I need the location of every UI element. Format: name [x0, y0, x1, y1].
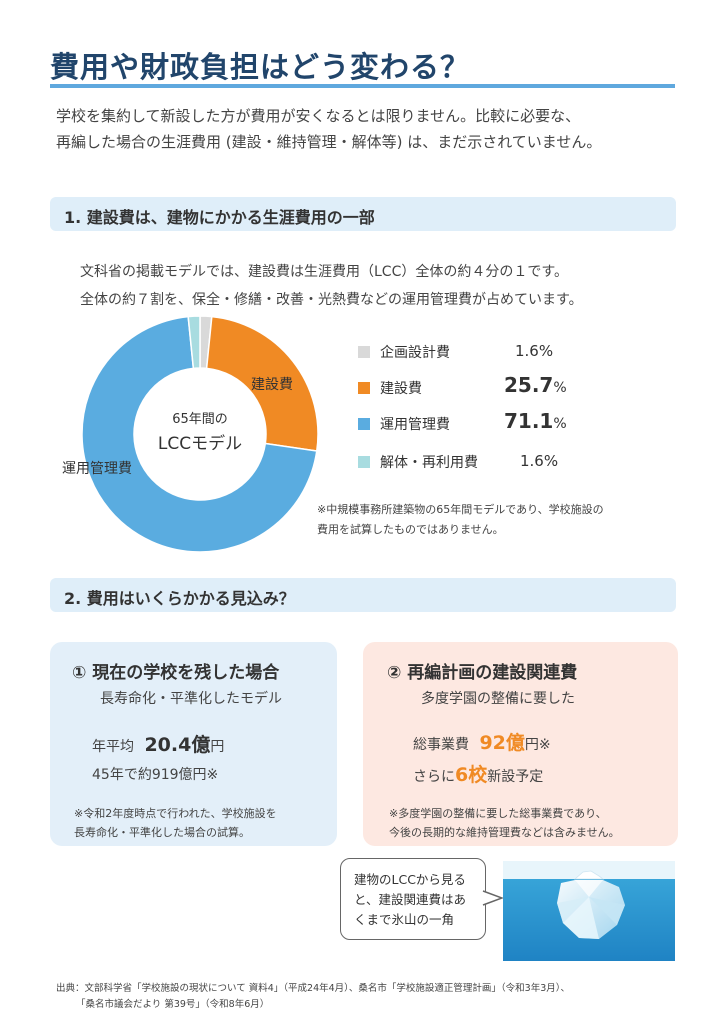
source-line-2: 「桑名市議会だより 第39号」（令和8年6月）: [76, 999, 270, 1010]
legend-item-demolition: 解体・再利用費 1.6%: [358, 450, 618, 474]
card-2-title: ② 再編計画の建設関連費: [387, 663, 578, 683]
bubble-line-1: 建物のLCCから見る: [354, 872, 466, 887]
legend-value-planning: 1.6%: [515, 342, 554, 360]
section-1-heading: 1. 建設費は、建物にかかる生涯費用の一部: [64, 208, 375, 227]
source-citation: 出典：文部科学省「学校施設の現状について 資料4」（平成24年4月）、桑名市「学…: [56, 981, 570, 1013]
card-1-annual: 年平均 20.4億円: [92, 730, 224, 757]
source-line-1: 出典：文部科学省「学校施設の現状について 資料4」（平成24年4月）、桑名市「学…: [56, 983, 571, 994]
card-2-new-value: 6校: [455, 764, 488, 786]
legend-value-demolition: 1.6%: [520, 452, 559, 470]
legend-number-operation: 71.1: [504, 409, 554, 433]
legend-swatch-operation: [358, 418, 370, 430]
card-2-total: 総事業費 92億円※: [413, 728, 551, 755]
donut-center-line-2: LCCモデル: [157, 434, 243, 454]
iceberg-illustration: [503, 861, 675, 961]
legend-item-planning: 企画設計費 1.6%: [358, 340, 618, 364]
slice-operation: [81, 315, 318, 553]
page-title: 費用や財政負担はどう変わる？: [50, 50, 471, 84]
card-2-new-prefix: さらに: [413, 769, 455, 785]
card-1-annual-prefix: 年平均: [92, 739, 134, 755]
card-2-footnote-line-2: 今後の長期的な維持管理費などは含みません。: [389, 826, 620, 839]
lcc-donut-chart: [81, 315, 319, 553]
card-1-footnote: ※令和2年度時点で行われた、学校施設を 長寿命化・平準化した場合の試算。: [74, 804, 277, 842]
card-2-total-value: 92億: [479, 732, 525, 754]
legend-value-operation: 71.1%: [504, 409, 567, 433]
card-1-annual-suffix: 円: [210, 739, 225, 755]
card-2-subtitle: 多度学園の整備に要した: [421, 691, 575, 707]
legend-item-operation: 運用管理費 71.1%: [358, 409, 618, 436]
card-1-footnote-line-1: ※令和2年度時点で行われた、学校施設を: [74, 807, 277, 820]
card-1-annual-value: 20.4億: [144, 734, 211, 756]
legend-swatch-planning: [358, 346, 370, 358]
bubble-text: 建物のLCCから見る と、建設関連費はあ くまで氷山の一角: [354, 870, 466, 930]
card-2-new-suffix: 新設予定: [487, 769, 544, 785]
bubble-line-3: くまで氷山の一角: [354, 912, 455, 927]
card-2-footnote-line-1: ※多度学園の整備に要した総事業費であり、: [389, 807, 607, 820]
card-1-footnote-line-2: 長寿命化・平準化した場合の試算。: [74, 826, 250, 839]
speech-bubble-tail: [482, 890, 504, 906]
section-1-header: 1. 建設費は、建物にかかる生涯費用の一部: [50, 197, 676, 231]
title-underline: [50, 84, 675, 88]
slice-label-construction: 建設費: [251, 377, 293, 393]
card-1-total: 45年で約919億円※: [92, 767, 219, 783]
legend-number-construction: 25.7: [504, 373, 554, 397]
legend-item-construction: 建設費 25.7%: [358, 373, 618, 400]
slice-construction: [205, 315, 319, 452]
legend-value-construction: 25.7%: [504, 373, 567, 397]
legend-swatch-construction: [358, 382, 370, 394]
section-2-header: 2. 費用はいくらかかる見込み？: [50, 578, 676, 612]
card-2-total-prefix: 総事業費: [413, 737, 469, 753]
section-1-footnote-line-1: ※中規模事務所建築物の65年間モデルであり、学校施設の: [317, 503, 604, 516]
donut-center-line-1: 65年間の: [172, 412, 228, 427]
card-1-title: ① 現在の学校を残した場合: [72, 663, 280, 683]
legend-label-demolition: 解体・再利用費: [380, 455, 478, 471]
card-2-new-schools: さらに6校新設予定: [413, 760, 543, 787]
donut-slices: [81, 315, 319, 553]
intro-line-1: 学校を集約して新設した方が費用が安くなるとは限りません。比較に必要な、: [56, 107, 581, 125]
iceberg-speech-bubble: 建物のLCCから見る と、建設関連費はあ くまで氷山の一角: [340, 858, 486, 940]
bubble-line-2: と、建設関連費はあ: [354, 892, 467, 907]
section-1-line-2: 全体の約７割を、保全・修繕・改善・光熱費などの運用管理費が占めています。: [80, 292, 583, 308]
legend-pct-construction: %: [553, 380, 567, 396]
intro-text: 学校を集約して新設した方が費用が安くなるとは限りません。比較に必要な、 再編した…: [56, 103, 601, 155]
legend-swatch-demolition: [358, 456, 370, 468]
legend-label-construction: 建設費: [380, 381, 422, 397]
card-1-subtitle: 長寿命化・平準化したモデル: [100, 691, 282, 707]
section-1-line-1: 文科省の掲載モデルでは、建設費は生涯費用（LCC）全体の約４分の１です。: [80, 264, 568, 280]
section-1-footnote-line-2: 費用を試算したものではありません。: [317, 523, 504, 536]
section-2-heading: 2. 費用はいくらかかる見込み？: [64, 589, 295, 608]
legend-label-planning: 企画設計費: [380, 345, 450, 361]
card-2-footnote: ※多度学園の整備に要した総事業費であり、 今後の長期的な維持管理費などは含みませ…: [389, 804, 620, 842]
donut-center-label: 65年間の LCCモデル: [150, 408, 250, 454]
legend-pct-operation: %: [553, 416, 567, 432]
intro-line-2: 再編した場合の生涯費用 (建設・維持管理・解体等) は、まだ示されていません。: [56, 133, 602, 151]
section-1-footnote: ※中規模事務所建築物の65年間モデルであり、学校施設の 費用を試算したものではあ…: [317, 500, 604, 540]
legend-label-operation: 運用管理費: [380, 417, 450, 433]
current-school-card: ① 現在の学校を残した場合 長寿命化・平準化したモデル 年平均 20.4億円 4…: [50, 642, 337, 846]
card-2-total-suffix: 円※: [524, 737, 551, 753]
slice-demolition: [187, 315, 201, 370]
reorganization-card: ② 再編計画の建設関連費 多度学園の整備に要した 総事業費 92億円※ さらに6…: [363, 642, 678, 846]
slice-label-operation: 運用管理費: [62, 461, 132, 477]
section-1-text: 文科省の掲載モデルでは、建設費は生涯費用（LCC）全体の約４分の１です。 全体の…: [80, 258, 583, 314]
